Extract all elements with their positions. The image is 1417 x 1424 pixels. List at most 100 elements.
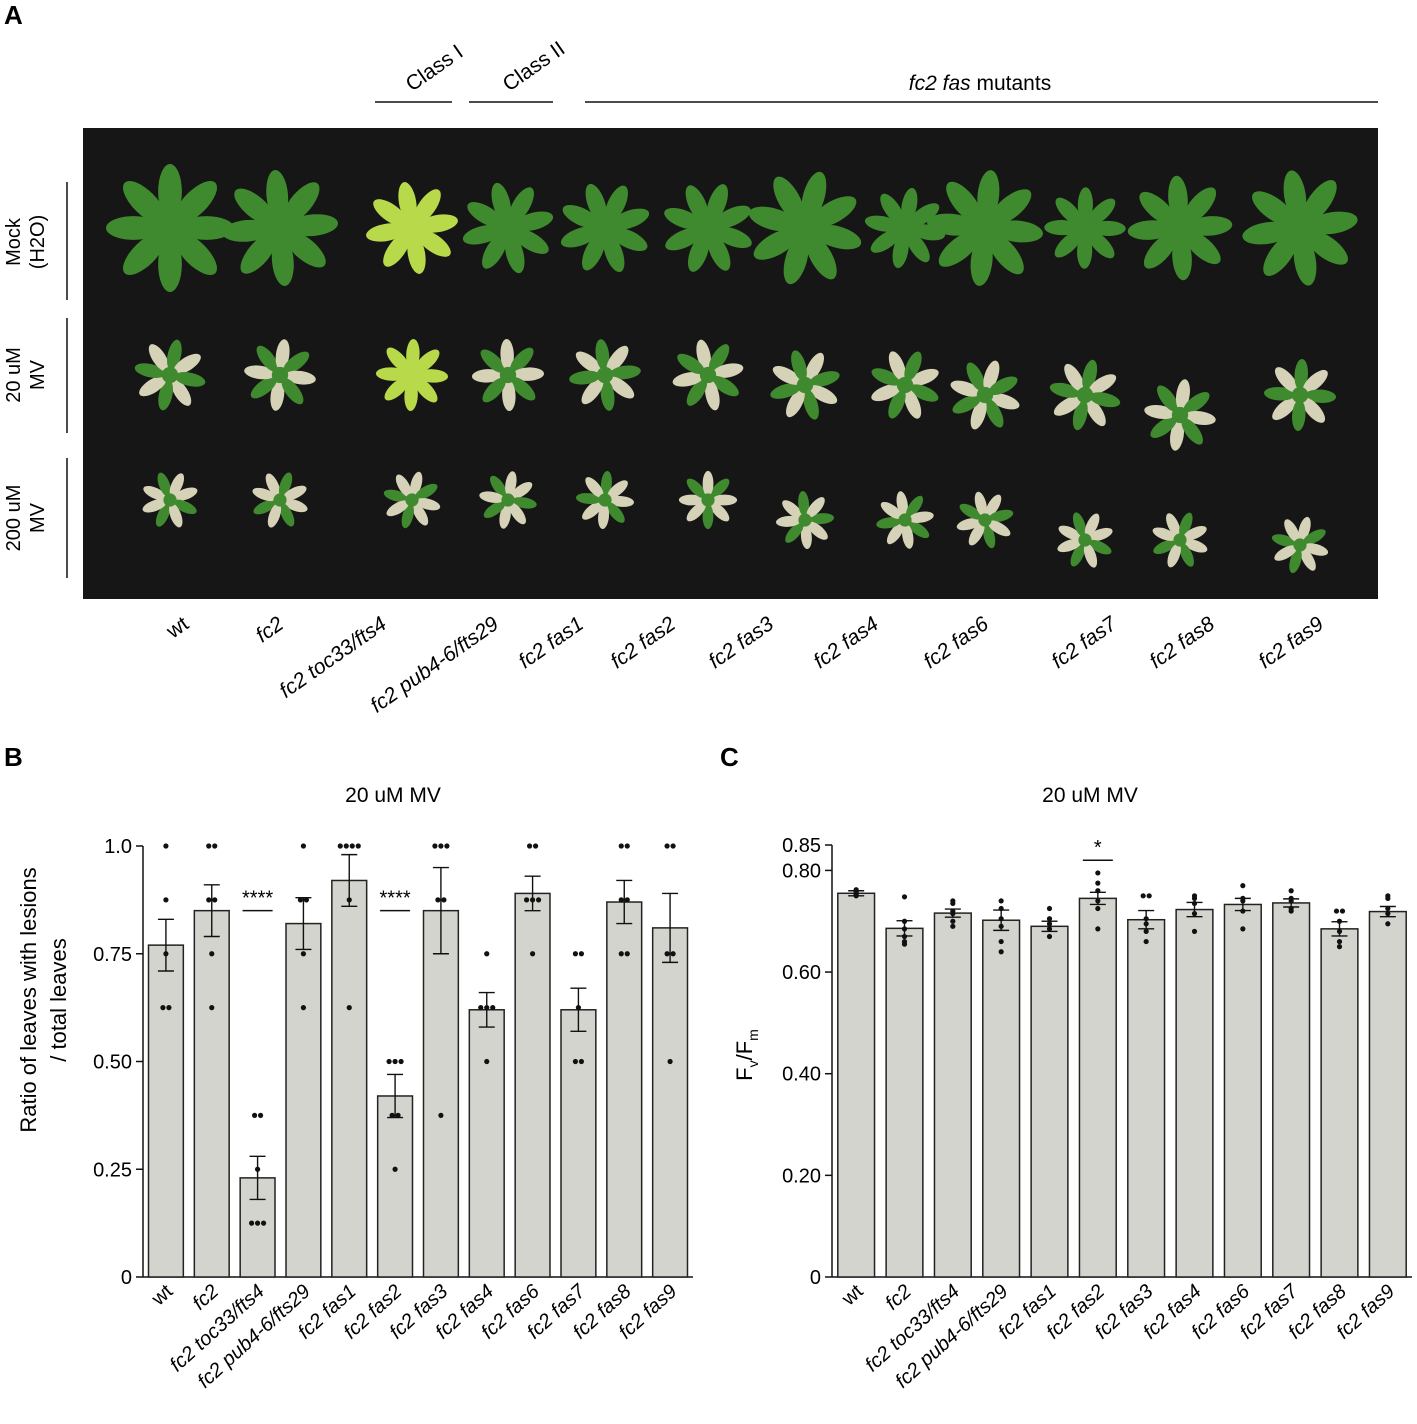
genotype-label: fc2 fas2 (606, 612, 680, 673)
plant-leaf (870, 229, 902, 253)
panel-b: B 20 uM MV Ratio of leaves with lesions … (4, 742, 693, 1393)
plant-leaf (386, 500, 409, 517)
plant-leaf (174, 372, 206, 387)
plant-rosette (664, 184, 752, 272)
data-point (346, 1005, 352, 1011)
data-point (901, 926, 908, 932)
plant-rosette (672, 339, 744, 411)
plant-rosette (950, 360, 1020, 430)
data-point (1046, 905, 1053, 912)
plant-rosette (678, 470, 738, 530)
plant-leaf (1153, 539, 1177, 554)
plant-rosette (864, 187, 946, 269)
class-i-label: Class I (402, 40, 468, 96)
data-point (624, 897, 630, 903)
plant-leaf (267, 503, 282, 528)
plant-leaf (1302, 180, 1337, 223)
plant-leaf (512, 367, 545, 381)
bar (1223, 903, 1262, 1278)
plant-leaf (1305, 230, 1348, 265)
plant-leaf (610, 208, 650, 230)
plant-center (161, 366, 179, 384)
y-tick-label: 0.75 (93, 944, 132, 966)
plant-leaf (1186, 216, 1233, 236)
plant-leaf (803, 389, 819, 420)
bar (514, 892, 551, 1278)
data-point (392, 1058, 398, 1065)
plant-rosette (770, 350, 840, 420)
plant-leaf (686, 501, 707, 522)
plant-rosette (927, 170, 1043, 286)
plant-leaf (782, 500, 803, 519)
plant-leaf (1083, 543, 1098, 568)
plant-leaf (509, 502, 526, 525)
bar (147, 944, 185, 1278)
y-tick-label: 0.25 (93, 1159, 132, 1181)
plant-leaf (904, 389, 922, 419)
data-point (251, 1112, 258, 1118)
data-point (1046, 921, 1053, 927)
plant-rosette (471, 338, 545, 412)
bar (837, 892, 876, 1278)
plant-center (796, 376, 814, 394)
data-point (624, 951, 630, 957)
plant-leaf (105, 216, 162, 240)
genotype-label: fc2 fas7 (1047, 612, 1122, 674)
significance-marker: **** (242, 888, 273, 910)
data-point (1046, 933, 1053, 940)
data-point (248, 1220, 255, 1226)
plant-center (1168, 216, 1192, 240)
data-point (1336, 928, 1343, 935)
chart-b-ylabel-2: / total leaves (46, 938, 71, 1062)
data-point (478, 1005, 484, 1011)
row-label-mock-2: (H2O) (27, 215, 49, 269)
plant-rosette (775, 490, 835, 550)
plant-leaf (1143, 232, 1178, 269)
data-point (572, 1058, 579, 1065)
plant-leaf (713, 226, 752, 249)
x-tick-label: fc2 (881, 1280, 916, 1314)
data-point (386, 1058, 392, 1065)
plant-leaf (1303, 529, 1326, 545)
plant-leaf (902, 523, 914, 549)
y-tick-label: 1.0 (104, 836, 132, 858)
plant-leaf (1181, 418, 1203, 445)
plant-leaf (685, 185, 709, 223)
significance-marker: **** (380, 888, 411, 910)
plant-leaf (606, 345, 629, 372)
plant-leaf (1064, 363, 1085, 392)
data-point (578, 1058, 585, 1065)
plant-leaf (1088, 374, 1117, 395)
data-point (1143, 938, 1149, 945)
data-point (998, 949, 1004, 955)
plant-center (594, 217, 616, 239)
plant-leaf (407, 234, 426, 274)
chart-c-ylabel: Fv/Fm (732, 1029, 761, 1081)
bar (885, 927, 924, 1278)
data-point (529, 897, 536, 903)
data-point (901, 933, 908, 940)
plant-leaf (581, 378, 604, 405)
plant-leaf (1304, 389, 1337, 403)
data-point (667, 1058, 673, 1065)
data-point (1140, 893, 1146, 899)
data-point (1385, 905, 1391, 912)
plant-leaf (158, 163, 182, 220)
plant-leaf (265, 473, 281, 497)
data-point (526, 843, 533, 849)
plant-leaf (807, 521, 828, 540)
plant-center (405, 493, 419, 507)
plant-leaf (800, 523, 812, 550)
plant-center (699, 366, 717, 384)
plant-leaf (906, 495, 924, 518)
data-point (1336, 944, 1343, 950)
plant-leaf (704, 379, 720, 411)
row-label-200um-1: 200 uM (3, 485, 25, 552)
plant-leaf (1053, 395, 1082, 416)
plant-leaf (1263, 387, 1296, 401)
plant-leaf (988, 520, 1011, 537)
plant-leaf (462, 224, 503, 245)
data-point (398, 1058, 404, 1065)
plant-rosette (105, 163, 235, 293)
